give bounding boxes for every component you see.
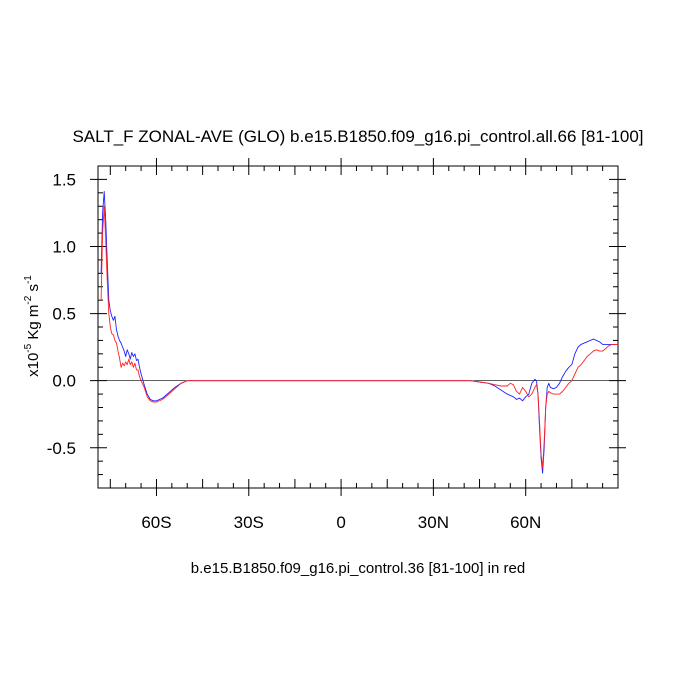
major-ticks xyxy=(90,158,626,496)
series-line-1 xyxy=(100,191,618,474)
chart-title: SALT_F ZONAL-AVE (GLO) b.e15.B1850.f09_g… xyxy=(72,127,643,146)
series-line-2 xyxy=(100,205,618,469)
y-tick-label: 1.0 xyxy=(52,238,76,257)
y-axis-label-time-units: s xyxy=(25,284,42,296)
x-tick-label: 30S xyxy=(234,513,264,532)
x-tick-label: 0 xyxy=(336,513,345,532)
series-layer xyxy=(100,191,618,474)
minor-ticks xyxy=(98,165,618,489)
x-tick-label: 60N xyxy=(510,513,541,532)
y-axis-label-time-exponent: -1 xyxy=(23,275,34,284)
y-axis-label-units: Kg m xyxy=(25,305,42,344)
x-tick-label: 30N xyxy=(418,513,449,532)
x-axis-label: b.e15.B1850.f09_g16.pi_control.36 [81-10… xyxy=(191,560,525,577)
y-axis-label-units-exponent: -2 xyxy=(23,295,34,304)
y-tick-label: 0.5 xyxy=(52,305,76,324)
y-axis-label-exponent: -5 xyxy=(23,343,34,352)
x-tick-label: 60S xyxy=(141,513,171,532)
y-tick-labels: 1.5 1.0 0.5 0.0 -0.5 xyxy=(47,170,76,457)
y-tick-label: 1.5 xyxy=(52,170,76,189)
plot-area xyxy=(90,158,626,496)
x-tick-labels: 60S 30S 0 30N 60N xyxy=(141,513,541,532)
y-axis-label-prefix: x10 xyxy=(25,353,42,377)
y-axis-label: x10-5 Kg m-2 s-1 xyxy=(23,275,42,377)
y-tick-label: -0.5 xyxy=(47,439,76,458)
y-tick-label: 0.0 xyxy=(52,372,76,391)
